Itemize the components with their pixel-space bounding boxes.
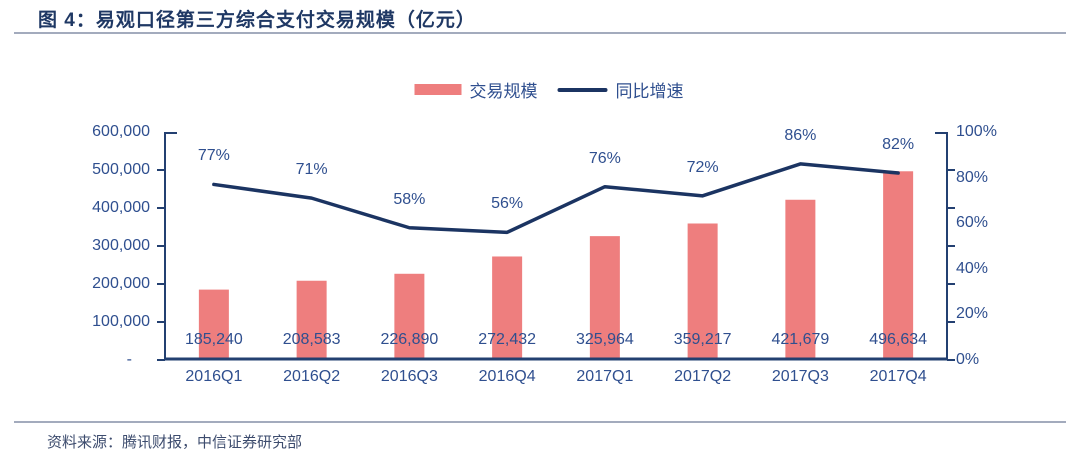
growth-label-2017Q4: 82% [882, 136, 915, 154]
left-axis-label-1: 500,000 [92, 161, 150, 178]
figure-title: 图 4：易观口径第三方综合支付交易规模（亿元） [38, 10, 476, 31]
left-axis-label-0: 600,000 [92, 123, 150, 140]
x-axis-label-2016Q1: 2016Q1 [185, 368, 243, 385]
x-axis-label-2017Q2: 2017Q2 [674, 368, 732, 385]
growth-label-2016Q4: 56% [491, 195, 524, 213]
left-axis-label-4: 200,000 [92, 275, 150, 292]
left-axis-label-5: 100,000 [92, 313, 150, 330]
legend-item-1: 同比增速 [557, 77, 684, 102]
right-axis-label-5: 0% [956, 351, 980, 368]
x-axis-label-2016Q2: 2016Q2 [283, 368, 341, 385]
bar-2016Q3 [394, 273, 425, 360]
footer-rule [14, 421, 1066, 423]
growth-label-2016Q2: 71% [295, 161, 328, 179]
x-axis-label-2017Q3: 2017Q3 [771, 368, 829, 385]
chart-legend: 交易规模 同比增速 [414, 77, 684, 102]
x-axis-label-2017Q1: 2017Q1 [576, 368, 634, 385]
left-axis-label-6: - [126, 351, 132, 368]
right-axis-label-1: 80% [956, 168, 989, 186]
bar-2017Q3 [785, 199, 816, 360]
growth-label-2016Q1: 77% [197, 147, 230, 165]
right-axis-label-4: 20% [956, 305, 989, 323]
growth-label-2016Q3: 58% [393, 190, 426, 208]
x-axis-label-2017Q4: 2017Q4 [869, 368, 927, 385]
value-label-2017Q4: 496,634 [869, 331, 928, 348]
value-label-2016Q3: 226,890 [380, 331, 439, 348]
x-axis-label-2016Q4: 2016Q4 [478, 368, 536, 385]
value-label-2017Q1: 325,964 [575, 331, 634, 348]
left-axis-label-2: 400,000 [92, 199, 150, 216]
growth-label-2017Q1: 76% [588, 149, 621, 167]
legend-label: 交易规模 [469, 82, 538, 101]
value-label-2017Q3: 421,679 [771, 331, 830, 348]
bar-2017Q4 [883, 171, 914, 360]
left-axis-label-3: 300,000 [92, 237, 150, 254]
value-label-2016Q1: 185,240 [184, 331, 243, 348]
bar-2017Q1 [589, 236, 620, 360]
right-axis-label-2: 60% [956, 214, 989, 232]
value-label-2016Q4: 272,432 [478, 331, 537, 348]
legend-item-0: 交易规模 [414, 77, 538, 102]
right-axis-label-0: 100% [956, 123, 997, 140]
value-label-2016Q2: 208,583 [282, 331, 341, 348]
legend-label: 同比增速 [615, 82, 684, 101]
legend-bar-swatch [414, 84, 462, 95]
value-label-2017Q2: 359,217 [673, 331, 732, 348]
right-axis-label-3: 40% [956, 259, 989, 277]
bar-2016Q4 [492, 256, 523, 360]
source-note: 资料来源：腾讯财报，中信证券研究部 [47, 434, 303, 451]
bar-2016Q1 [198, 289, 229, 360]
growth-label-2017Q2: 72% [686, 158, 719, 176]
bar-2016Q2 [296, 280, 327, 360]
growth-label-2017Q3: 86% [784, 126, 817, 144]
x-axis-label-2016Q3: 2016Q3 [380, 368, 438, 385]
growth-line [212, 162, 900, 235]
title-rule [14, 32, 1066, 34]
bar-2017Q2 [687, 223, 718, 360]
legend-line-swatch [557, 87, 608, 92]
